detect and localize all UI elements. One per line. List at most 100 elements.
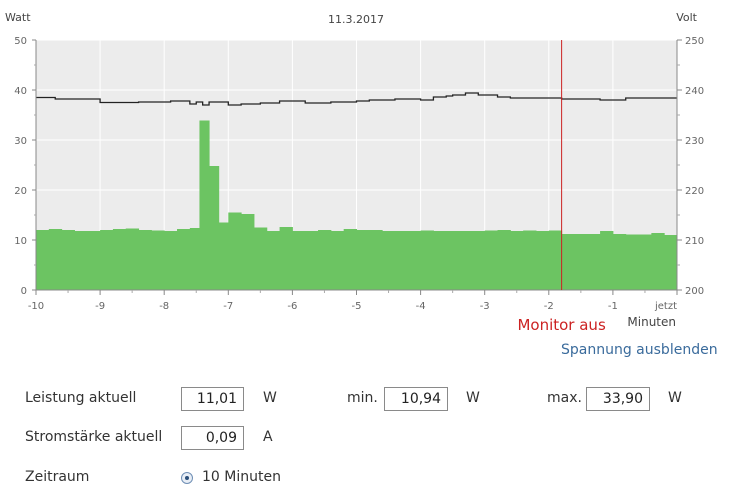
power-bar — [510, 231, 524, 290]
monitor-off-label: Monitor aus — [517, 316, 605, 334]
power-bar — [433, 231, 447, 290]
power-bar — [253, 227, 268, 290]
min-value-field: 10,94 — [384, 387, 448, 411]
voltage-line — [36, 92, 677, 106]
max-unit: W — [668, 390, 682, 406]
power-bar — [664, 235, 678, 290]
power-bars — [36, 120, 678, 290]
right-tick-label: 200 — [685, 286, 704, 297]
power-bar — [407, 231, 422, 290]
power-unit: W — [263, 390, 277, 406]
power-bar — [199, 120, 210, 290]
right-tick-label: 250 — [685, 36, 704, 47]
left-tick-label: 50 — [14, 36, 27, 47]
power-bar — [279, 227, 293, 290]
power-bar — [394, 231, 409, 290]
power-bar — [189, 228, 200, 290]
power-bar — [138, 230, 152, 290]
power-bar — [459, 231, 473, 290]
toggle-voltage-link[interactable]: Spannung ausblenden — [561, 342, 718, 358]
radio-selected-dot — [185, 476, 189, 480]
power-bar — [523, 230, 537, 290]
power-bar — [48, 229, 63, 290]
range-option-label[interactable]: 10 Minuten — [202, 469, 281, 485]
range-label: Zeitraum — [25, 469, 90, 485]
right-tick-label: 210 — [685, 236, 704, 247]
power-bar — [266, 231, 281, 290]
axes: 0 10 20 30 40 50 200 210 220 230 240 250 -10 -9 -8 -7 -6… — [14, 36, 704, 312]
left-tick-label: 10 — [14, 236, 27, 247]
power-bar — [651, 233, 665, 290]
power-value-field: 11,01 — [181, 387, 244, 411]
power-bar — [36, 230, 50, 290]
right-tick-label: 230 — [685, 136, 704, 147]
x-tick-label: -4 — [416, 301, 426, 312]
power-label: Leistung aktuell — [25, 390, 137, 406]
power-bar — [446, 231, 460, 290]
power-bar — [330, 231, 345, 290]
power-bar — [125, 228, 140, 290]
annotation-layer: Monitor aus — [517, 40, 606, 334]
min-unit: W — [466, 390, 480, 406]
current-value-field: 0,09 — [181, 426, 244, 450]
x-tick-label: -6 — [287, 301, 297, 312]
power-bar — [382, 231, 396, 290]
power-voltage-chart: Watt 11.3.2017 Volt 0 10 20 30 40 50 200 210 220… — [5, 11, 704, 334]
power-bar — [112, 229, 127, 290]
range-radio-10-minutes[interactable] — [181, 472, 193, 484]
power-bar — [587, 234, 601, 290]
right-tick-label: 220 — [685, 186, 704, 197]
x-tick-label: -9 — [95, 301, 105, 312]
power-bar — [318, 230, 332, 290]
max-label: max. — [547, 390, 582, 406]
left-tick-label: 40 — [14, 86, 27, 97]
power-bar — [305, 231, 319, 290]
power-bar — [561, 234, 575, 290]
power-bar — [484, 230, 499, 290]
power-bar — [209, 166, 220, 290]
min-label: min. — [347, 390, 378, 406]
x-tick-label: -5 — [352, 301, 362, 312]
chart-date: 11.3.2017 — [328, 13, 384, 26]
max-value-field: 33,90 — [586, 387, 650, 411]
x-tick-label: -2 — [544, 301, 554, 312]
power-bar — [535, 231, 550, 290]
x-tick-label: -7 — [223, 301, 233, 312]
right-tick-label: 240 — [685, 86, 704, 97]
power-bar — [574, 234, 588, 290]
left-tick-label: 20 — [14, 186, 27, 197]
left-tick-label: 0 — [21, 286, 27, 297]
power-bar — [241, 214, 255, 290]
power-bar — [74, 231, 88, 290]
current-unit: A — [263, 429, 273, 445]
right-axis-unit: Volt — [676, 11, 697, 24]
power-bar — [164, 231, 178, 290]
power-bar — [100, 230, 114, 290]
power-bar — [471, 231, 486, 290]
power-bar — [292, 231, 306, 290]
power-bar — [356, 230, 370, 290]
power-bar — [497, 230, 511, 290]
x-tick-label: jetzt — [654, 301, 677, 312]
left-tick-label: 30 — [14, 136, 27, 147]
x-tick-label: -8 — [159, 301, 169, 312]
power-bar — [638, 234, 652, 290]
power-bar — [177, 229, 191, 290]
power-bar — [600, 231, 614, 290]
power-bar — [548, 230, 563, 290]
power-bar — [61, 230, 75, 290]
x-tick-label: -10 — [28, 301, 44, 312]
x-tick-label: -3 — [480, 301, 490, 312]
power-bar — [612, 234, 627, 290]
power-bar — [420, 230, 434, 290]
power-bar — [151, 230, 165, 290]
left-axis-unit: Watt — [5, 11, 31, 24]
x-axis-label: Minuten — [627, 315, 676, 329]
power-bar — [87, 231, 101, 290]
power-bar — [228, 212, 242, 290]
power-bar — [625, 234, 640, 290]
power-bar — [369, 230, 383, 290]
power-bar — [218, 222, 229, 290]
power-bar — [343, 229, 357, 290]
current-label: Stromstärke aktuell — [25, 429, 163, 445]
